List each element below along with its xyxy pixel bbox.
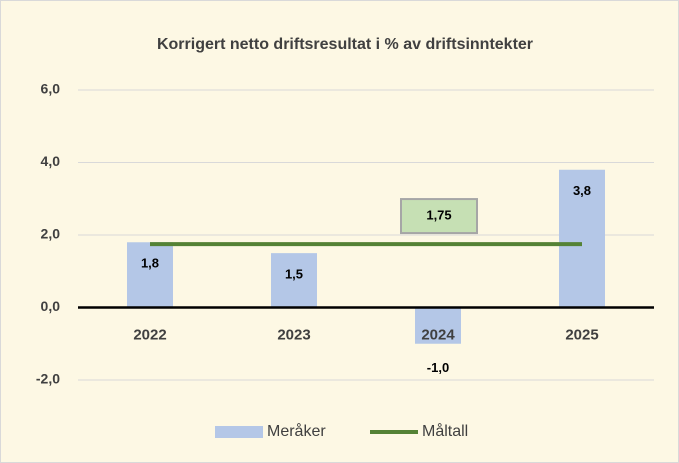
bar (415, 307, 461, 344)
x-tick-label: 2025 (565, 326, 598, 343)
y-tick-label: 0,0 (41, 298, 61, 314)
data-label: -1,0 (427, 360, 449, 375)
legend-swatch (215, 426, 263, 438)
bar (271, 253, 317, 308)
x-tick-label: 2022 (133, 326, 166, 343)
bar (127, 242, 173, 308)
y-tick-label: 6,0 (41, 81, 61, 97)
data-label-box (400, 198, 478, 235)
data-label: 1,75 (426, 208, 451, 223)
legend-label: Meråker (267, 422, 326, 440)
chart-title: Korrigert netto driftsresultat i % av dr… (157, 36, 533, 53)
legend-label: Måltall (422, 422, 468, 440)
y-tick-label: 4,0 (41, 153, 61, 169)
data-label: 1,5 (285, 267, 303, 282)
x-tick-label: 2024 (421, 326, 455, 343)
x-tick-label: 2023 (277, 326, 310, 343)
y-tick-label: 2,0 (41, 226, 61, 242)
y-tick-label: -2,0 (36, 371, 60, 387)
data-label: 1,8 (141, 256, 159, 271)
bar (559, 169, 605, 308)
data-label: 3,8 (573, 183, 591, 198)
